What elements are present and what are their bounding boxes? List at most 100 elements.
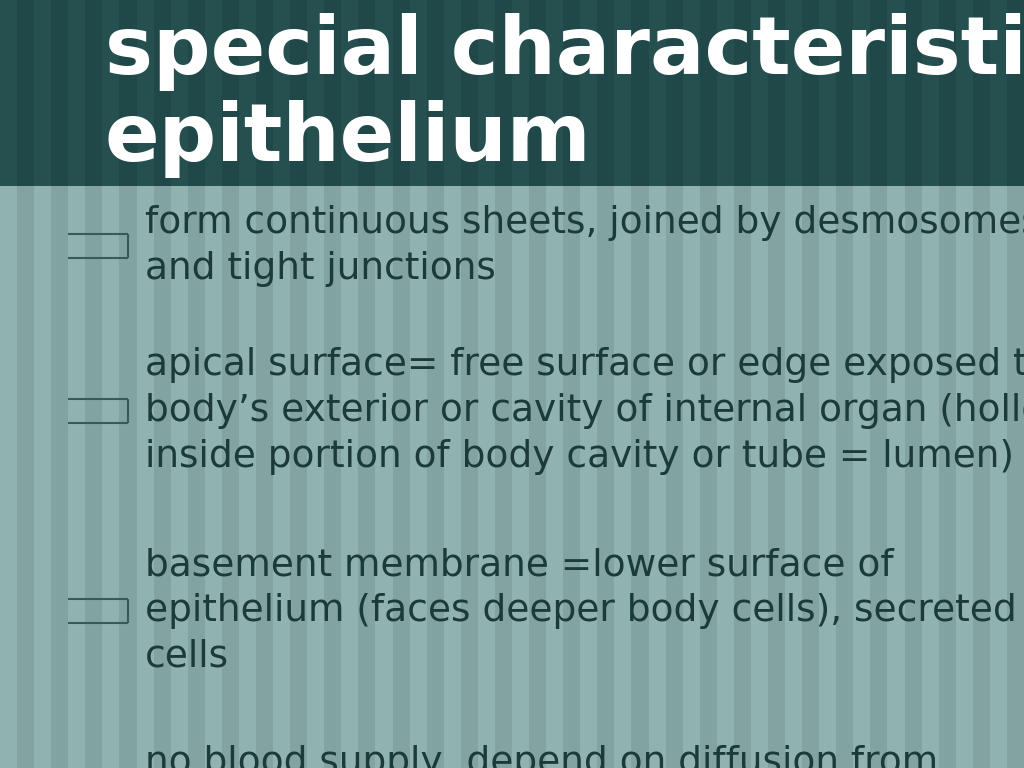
Bar xyxy=(1007,0,1024,186)
Bar xyxy=(632,0,648,186)
Bar xyxy=(256,0,273,768)
Bar xyxy=(136,0,154,768)
Bar xyxy=(461,0,478,186)
Bar xyxy=(699,0,717,186)
Bar xyxy=(632,0,648,768)
Bar xyxy=(239,0,256,768)
Bar xyxy=(376,0,392,186)
Bar xyxy=(512,0,529,768)
Bar xyxy=(171,0,187,768)
Bar xyxy=(853,0,870,768)
Bar xyxy=(785,0,802,768)
Bar xyxy=(136,0,154,186)
Bar xyxy=(990,0,1007,768)
Bar xyxy=(888,0,904,768)
Bar xyxy=(666,0,683,186)
Bar xyxy=(597,0,614,768)
Bar xyxy=(120,0,136,768)
Bar xyxy=(443,0,461,768)
Bar xyxy=(955,0,973,768)
Bar xyxy=(273,0,290,768)
Bar xyxy=(717,0,734,186)
Bar xyxy=(358,0,376,186)
Bar xyxy=(904,0,922,768)
Bar xyxy=(870,0,888,186)
Bar xyxy=(768,0,785,768)
Bar xyxy=(34,0,51,768)
Bar xyxy=(939,0,955,186)
Text: epithelium: epithelium xyxy=(105,101,592,178)
Bar xyxy=(683,0,699,768)
Bar xyxy=(648,0,666,186)
Bar xyxy=(85,0,102,186)
Bar xyxy=(154,0,171,186)
Bar xyxy=(325,0,341,768)
Bar xyxy=(751,0,768,186)
Bar xyxy=(51,0,69,768)
Bar xyxy=(666,0,683,768)
Bar xyxy=(410,0,427,768)
Bar xyxy=(512,0,529,186)
Bar xyxy=(120,0,136,186)
Bar xyxy=(205,0,222,186)
Bar xyxy=(69,0,85,768)
Text: no blood supply, depend on diffusion from
capillaries for food and oxygen: no blood supply, depend on diffusion fro… xyxy=(145,745,938,768)
Bar xyxy=(51,0,69,186)
Bar xyxy=(239,0,256,186)
Text: basement membrane =lower surface of
epithelium (faces deeper body cells), secret: basement membrane =lower surface of epit… xyxy=(145,547,1024,674)
Bar xyxy=(648,0,666,768)
Bar xyxy=(939,0,955,768)
Bar xyxy=(256,0,273,186)
Bar xyxy=(187,0,205,768)
Bar xyxy=(529,0,546,768)
Bar xyxy=(904,0,922,186)
Text: form continuous sheets, joined by desmosomes
and tight junctions: form continuous sheets, joined by desmos… xyxy=(145,205,1024,286)
Bar xyxy=(802,0,819,768)
Bar xyxy=(955,0,973,186)
Bar xyxy=(325,0,341,186)
Bar xyxy=(410,0,427,186)
Bar xyxy=(341,0,358,186)
Bar xyxy=(888,0,904,186)
Bar xyxy=(734,0,751,186)
Bar xyxy=(290,0,307,186)
Bar xyxy=(973,0,990,186)
Bar xyxy=(478,0,495,768)
Bar xyxy=(171,0,187,186)
Bar xyxy=(1007,0,1024,768)
Bar xyxy=(546,0,563,186)
Text: apical surface= free surface or edge exposed to
body’s exterior or cavity of int: apical surface= free surface or edge exp… xyxy=(145,347,1024,475)
Text: special characteristics of: special characteristics of xyxy=(105,13,1024,91)
Bar xyxy=(683,0,699,186)
Bar xyxy=(0,0,17,186)
Bar xyxy=(922,0,939,186)
Bar xyxy=(614,0,632,768)
Bar xyxy=(870,0,888,768)
Bar xyxy=(990,0,1007,186)
Bar xyxy=(922,0,939,768)
Bar xyxy=(802,0,819,186)
Bar xyxy=(0,0,17,768)
Bar xyxy=(819,0,837,186)
Bar xyxy=(427,0,443,186)
Bar xyxy=(837,0,853,768)
Bar xyxy=(187,0,205,186)
Bar xyxy=(307,0,325,768)
Bar xyxy=(34,0,51,186)
Bar xyxy=(154,0,171,768)
Bar xyxy=(358,0,376,768)
Bar xyxy=(597,0,614,186)
Bar xyxy=(478,0,495,186)
Bar xyxy=(341,0,358,768)
Bar xyxy=(0,0,1024,186)
Bar xyxy=(768,0,785,186)
Bar xyxy=(837,0,853,186)
Bar xyxy=(102,0,120,186)
Bar xyxy=(307,0,325,186)
Bar xyxy=(581,0,597,186)
Bar xyxy=(529,0,546,186)
Bar xyxy=(973,0,990,768)
Bar xyxy=(819,0,837,768)
Bar xyxy=(495,0,512,186)
Bar xyxy=(17,0,34,768)
